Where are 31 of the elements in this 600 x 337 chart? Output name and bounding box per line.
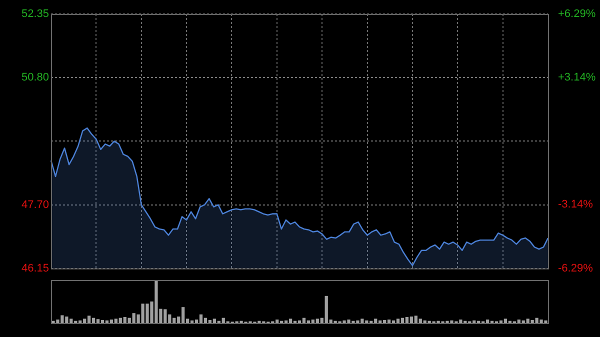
bar xyxy=(298,320,302,323)
bar xyxy=(199,314,203,323)
y-tick-label: 47.70 xyxy=(21,198,49,211)
bar xyxy=(110,320,114,323)
bar xyxy=(405,316,409,323)
bar xyxy=(486,320,490,323)
bar xyxy=(504,318,508,323)
bar xyxy=(499,320,503,323)
bar xyxy=(105,320,109,323)
bar xyxy=(400,318,404,323)
bar xyxy=(204,318,208,323)
bar xyxy=(96,319,100,323)
bar xyxy=(208,320,212,323)
bar xyxy=(306,320,310,323)
bar xyxy=(302,318,306,323)
bar xyxy=(392,320,396,323)
bar xyxy=(396,318,400,323)
bar xyxy=(100,320,104,323)
y2-tick-label: +3.14% xyxy=(558,72,596,84)
y2-tick-label: +6.29% xyxy=(558,8,596,20)
bar xyxy=(410,316,414,323)
y-tick-label: 52.35 xyxy=(21,8,49,20)
bar xyxy=(288,318,292,323)
bar xyxy=(190,320,194,323)
bar xyxy=(87,316,91,323)
y-tick-label: 46.15 xyxy=(21,262,49,274)
y2-tick-label: -6.29% xyxy=(558,262,594,274)
y2-tick-label: -3.14% xyxy=(558,198,594,211)
bar xyxy=(92,318,96,323)
bar xyxy=(387,320,391,323)
y-tick-label: 50.80 xyxy=(21,72,49,84)
